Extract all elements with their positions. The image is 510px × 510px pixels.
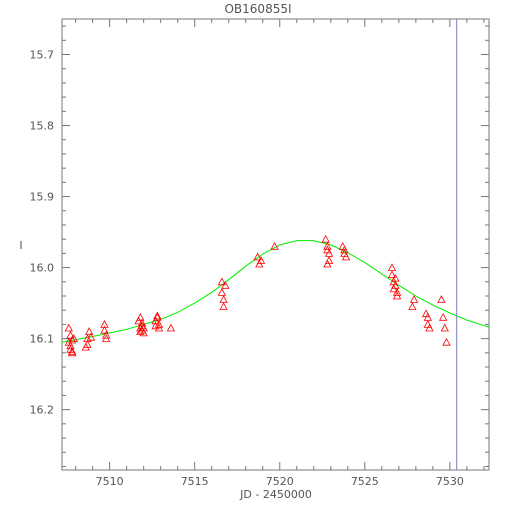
data-points (64, 234, 451, 357)
data-point-triangle (392, 288, 402, 296)
data-point-triangle (102, 334, 111, 343)
data-point-triangle (86, 332, 96, 341)
data-point-triangle (270, 241, 279, 250)
axis-ticks: 7510 7515 7520 7525 7530 15.7 15.8 15.9 16.0 16.1… (30, 19, 489, 488)
data-point-triangle (425, 323, 434, 332)
data-point-triangle (100, 325, 109, 334)
y-tick-label: 16.2 (30, 404, 55, 417)
data-point-triangle (153, 312, 162, 321)
x-axis-label: JD - 2450000 (239, 488, 312, 501)
data-point-triangle (340, 245, 349, 254)
data-point-triangle (324, 256, 334, 264)
data-point-triangle (66, 341, 75, 350)
data-point-triangle (139, 328, 148, 337)
data-point-triangle (408, 302, 417, 311)
data-point-triangle (409, 295, 419, 303)
data-point-triangle (217, 277, 227, 286)
y-axis-label: I (19, 239, 22, 252)
data-point-triangle (137, 321, 147, 330)
data-point-triangle (68, 348, 77, 357)
plot-frame (61, 18, 490, 471)
data-point-triangle (341, 252, 351, 261)
data-point-triangle (69, 334, 79, 343)
data-point-triangle (387, 270, 397, 279)
data-point-triangle (137, 318, 147, 327)
data-point-triangle (151, 321, 160, 330)
data-point-triangle (154, 320, 164, 328)
data-point-triangle (154, 323, 164, 332)
data-point-triangle (323, 241, 332, 250)
data-point-triangle (438, 312, 448, 321)
data-point-triangle (321, 234, 330, 243)
data-point-triangle (442, 337, 451, 346)
data-point-triangle (391, 280, 400, 289)
data-point-triangle (136, 312, 145, 321)
data-point-triangle (440, 323, 449, 332)
data-point-triangle (85, 327, 94, 335)
data-point-triangle (217, 288, 227, 296)
fit-curve (61, 240, 490, 343)
chart-title: OB160855I (224, 2, 291, 16)
data-point-triangle (102, 330, 111, 339)
data-point-triangle (219, 295, 228, 303)
data-point-triangle (68, 347, 77, 355)
x-tick-label: 7525 (351, 475, 379, 488)
x-tick-label: 7515 (181, 475, 209, 488)
data-point-triangle (256, 256, 266, 264)
data-point-triangle (392, 291, 402, 300)
x-tick-label: 7520 (266, 475, 294, 488)
y-tick-label: 15.9 (30, 191, 55, 204)
data-point-triangle (153, 311, 162, 320)
y-tick-label: 16.0 (30, 262, 55, 275)
data-point-triangle (139, 323, 148, 332)
data-point-triangle (219, 302, 228, 311)
data-point-triangle (83, 339, 92, 348)
y-tick-label: 16.1 (30, 333, 55, 346)
data-point-triangle (387, 263, 397, 272)
y-tick-label: 15.8 (30, 120, 55, 133)
data-point-triangle (68, 335, 77, 344)
x-tick-label: 7530 (436, 475, 464, 488)
data-point-triangle (221, 280, 230, 289)
x-tick-label: 7510 (96, 475, 124, 488)
model-fit (61, 240, 490, 343)
y-tick-label: 15.7 (30, 49, 55, 62)
data-point-triangle (437, 295, 446, 303)
data-point-triangle (64, 323, 73, 332)
data-point-triangle (66, 330, 75, 339)
data-point-triangle (166, 323, 176, 332)
data-point-triangle (253, 252, 262, 261)
